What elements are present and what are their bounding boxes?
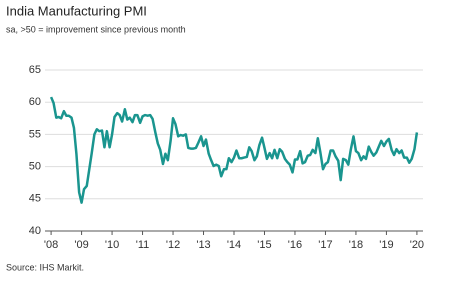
y-tick-label: 45 xyxy=(29,193,41,205)
x-tick-label: '14 xyxy=(227,239,241,251)
x-tick-label: '12 xyxy=(166,239,180,251)
y-tick-label: 50 xyxy=(29,161,41,173)
y-tick-label: 55 xyxy=(29,128,41,140)
x-tick-label: '10 xyxy=(105,239,119,251)
x-tick-label: '15 xyxy=(257,239,271,251)
source-note: Source: IHS Markit. xyxy=(6,262,84,272)
x-tick-label: '18 xyxy=(349,239,363,251)
x-tick-label: '17 xyxy=(318,239,332,251)
chart-subtitle: sa, >50 = improvement since previous mon… xyxy=(6,24,186,34)
x-tick-label: '08 xyxy=(44,239,58,251)
chart-title: India Manufacturing PMI xyxy=(6,3,147,18)
x-tick-label: '20 xyxy=(410,239,424,251)
x-tick-label: '19 xyxy=(379,239,393,251)
x-tick-label: '16 xyxy=(288,239,302,251)
y-tick-label: 60 xyxy=(29,96,41,108)
x-tick-label: '13 xyxy=(196,239,210,251)
data-line xyxy=(49,96,419,204)
y-tick-label: 40 xyxy=(29,225,41,237)
x-tick-label: '11 xyxy=(136,239,150,251)
y-tick-label: 65 xyxy=(29,64,41,76)
x-tick-label: '09 xyxy=(74,239,88,251)
